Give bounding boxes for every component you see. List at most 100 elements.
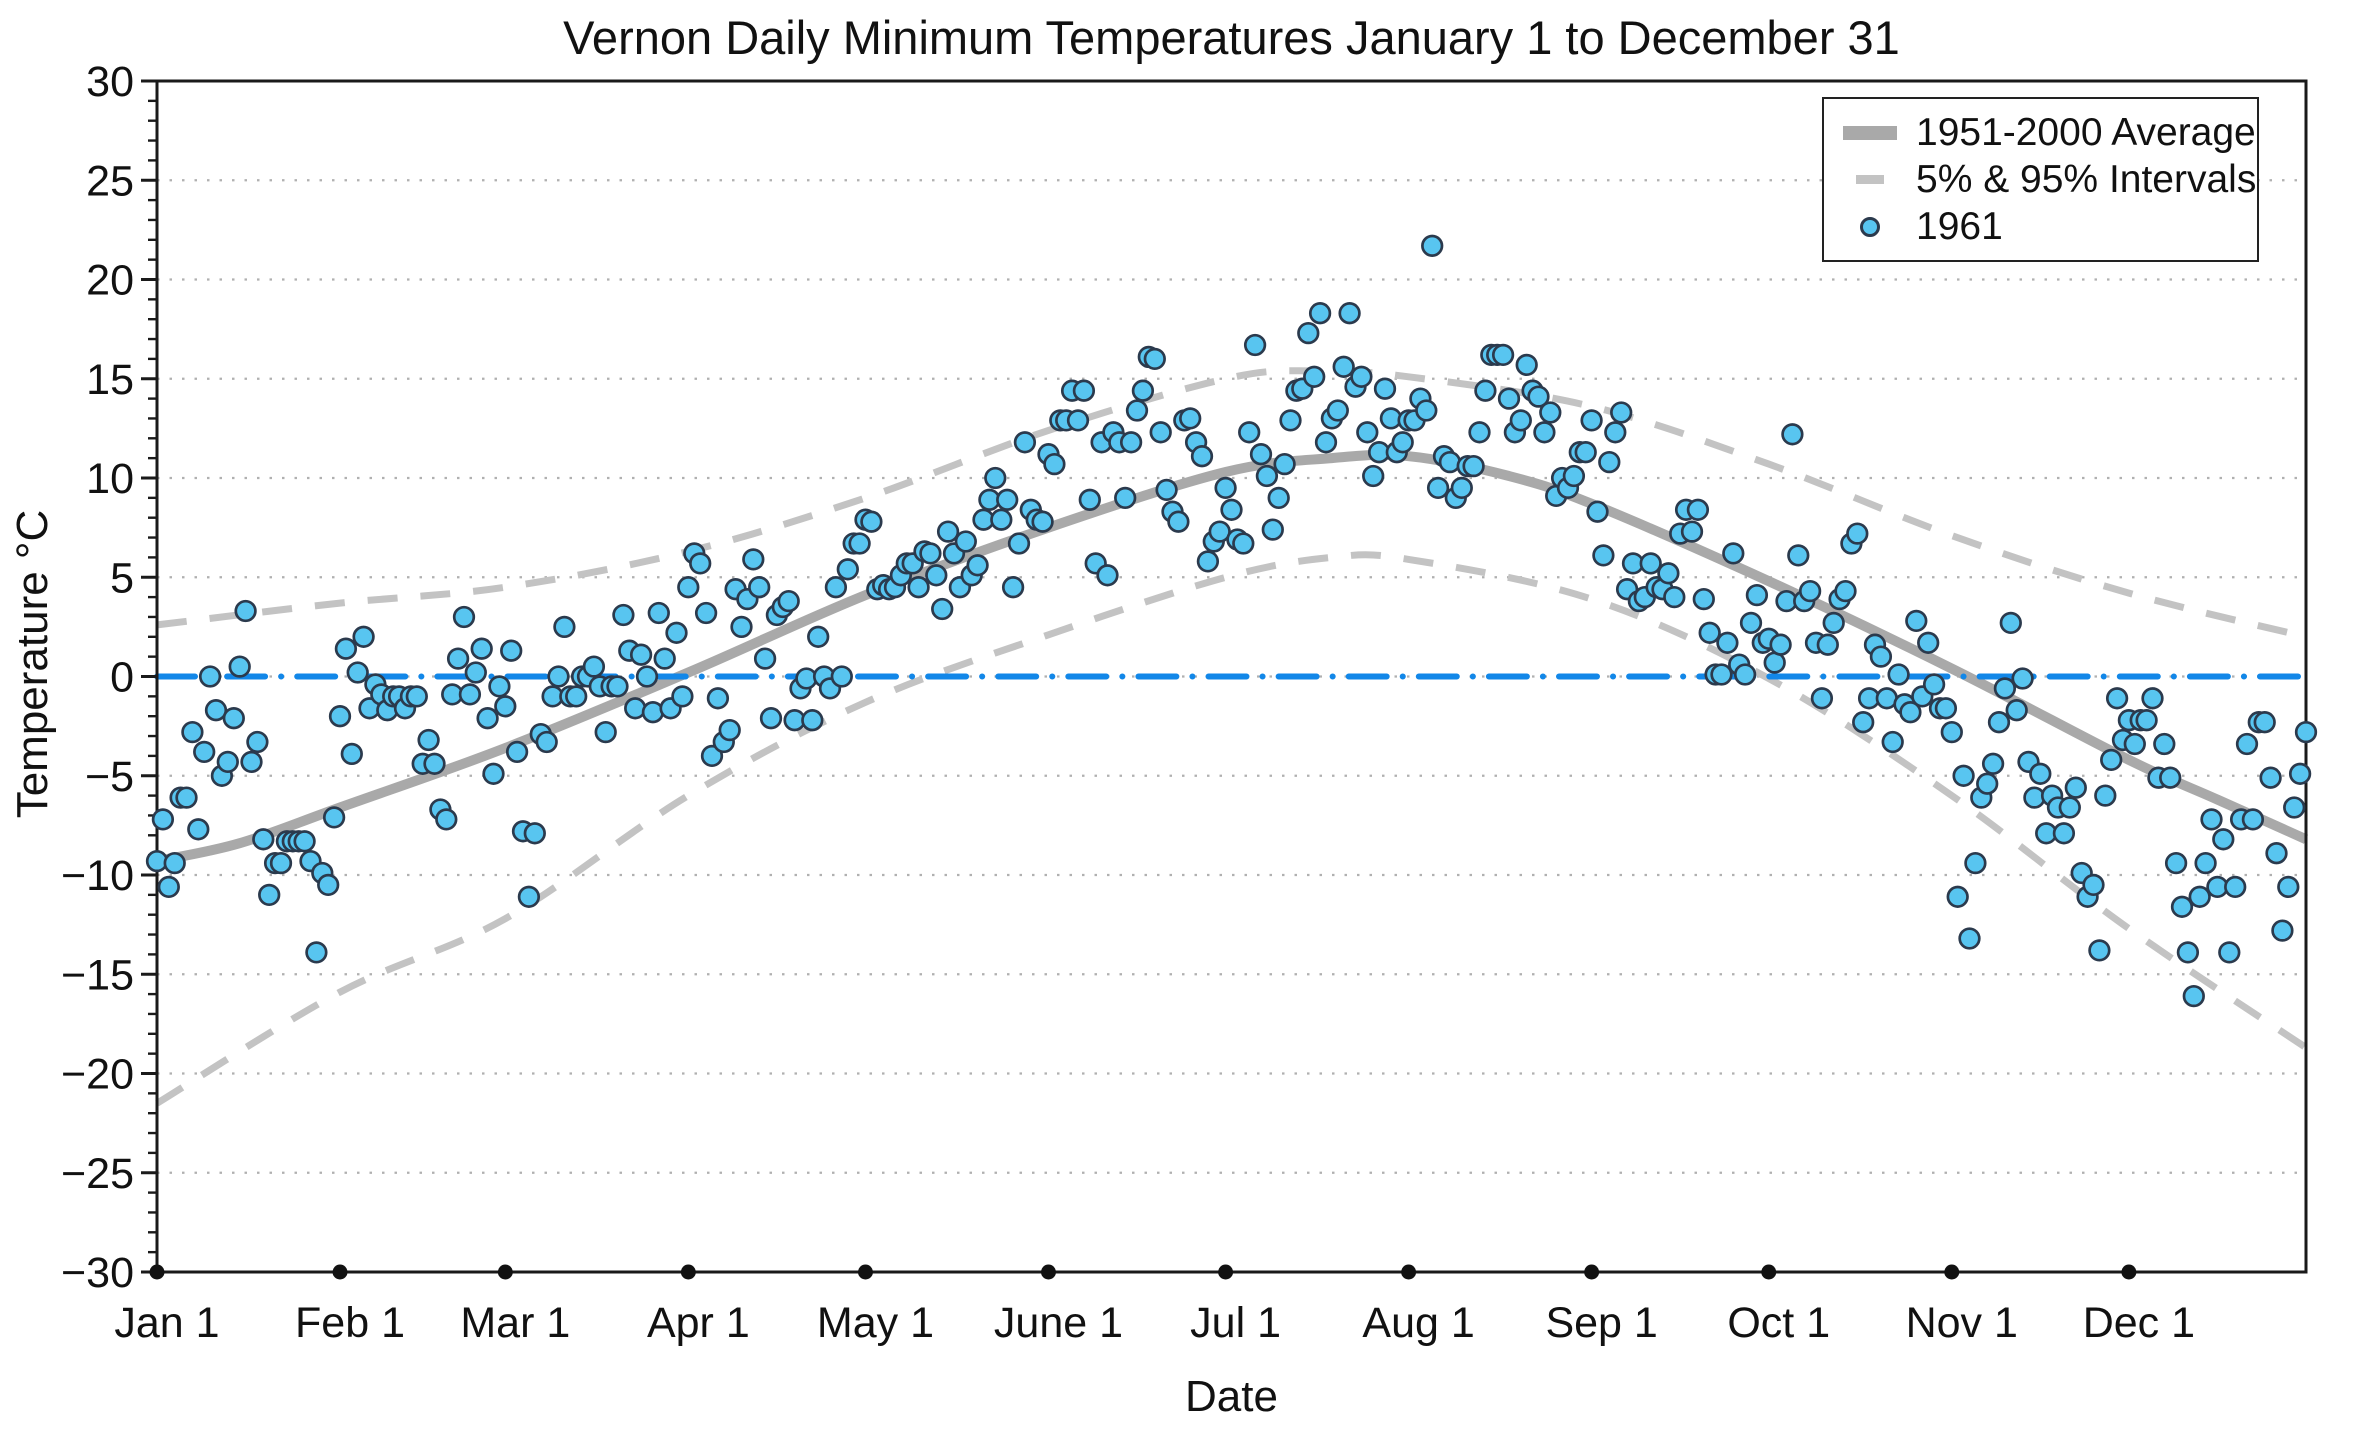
data-point-1961	[748, 576, 771, 599]
data-point-1961	[1114, 486, 1137, 510]
data-point-1961	[1999, 611, 2022, 635]
data-point-1961	[665, 621, 688, 644]
data-point-1961	[706, 687, 730, 710]
data-point-1961	[1852, 711, 1875, 734]
data-point-1961	[860, 510, 883, 533]
y-tick-label: 10	[86, 455, 134, 503]
x-tick-dot	[680, 1264, 696, 1280]
data-point-1961	[2029, 762, 2052, 785]
data-point-1961	[1834, 579, 1857, 603]
data-point-1961	[1497, 387, 1521, 410]
data-point-1961	[523, 822, 546, 845]
data-point-1961	[1745, 583, 1769, 607]
data-point-1961	[1243, 333, 1267, 357]
data-point-1961	[753, 647, 777, 670]
data-point-1961	[488, 675, 511, 698]
data-point-1961	[470, 637, 493, 660]
y-tick-label: −25	[61, 1150, 134, 1198]
data-point-1961	[1733, 663, 1757, 686]
data-point-1961	[1798, 579, 1822, 603]
data-point-1961	[565, 685, 588, 708]
data-point-1961	[777, 589, 800, 613]
data-point-1961	[1604, 421, 1627, 444]
data-point-1961	[1001, 576, 1025, 599]
data-point-1961	[966, 554, 989, 577]
data-point-1961	[2176, 941, 2200, 964]
x-tick-label: June 1	[994, 1299, 1123, 1347]
data-point-1961	[1686, 498, 1710, 521]
x-tick-label: May 1	[817, 1299, 934, 1347]
data-point-1961	[925, 564, 948, 587]
data-point-1961	[653, 647, 676, 670]
data-point-1961	[2058, 796, 2081, 819]
data-point-1961	[1976, 772, 1999, 795]
data-point-1961	[2265, 842, 2288, 865]
data-point-1961	[759, 707, 783, 730]
scatter-marker-swatch-icon	[1860, 216, 1880, 237]
data-point-1961	[2164, 851, 2188, 875]
data-point-1961	[1846, 522, 1869, 545]
data-point-1961	[582, 655, 606, 678]
data-point-1961	[1149, 421, 1172, 444]
data-point-1961	[494, 695, 517, 718]
data-point-1961	[606, 675, 629, 698]
data-point-1961	[193, 740, 216, 764]
data-point-1961	[1592, 544, 1615, 567]
data-point-1961	[1952, 764, 1975, 787]
x-tick-label: Sep 1	[1545, 1299, 1657, 1347]
data-point-1961	[2088, 939, 2111, 962]
series-5-interval	[155, 551, 2308, 1107]
data-point-1961	[505, 740, 529, 764]
data-point-1961	[1143, 347, 1166, 371]
average-line-swatch-icon	[1843, 125, 1897, 140]
data-point-1961	[535, 730, 558, 754]
data-point-1961	[1940, 720, 1963, 744]
x-tick-dot	[1040, 1264, 1056, 1280]
data-point-1961	[1887, 663, 1910, 686]
x-tick-dot	[1944, 1264, 1960, 1280]
data-point-1961	[1031, 510, 1054, 533]
data-point-1961	[1698, 621, 1721, 644]
y-tick-label: −10	[61, 852, 134, 900]
data-point-1961	[1190, 445, 1214, 468]
x-tick-label: Oct 1	[1727, 1299, 1830, 1347]
data-point-1961	[328, 705, 352, 728]
data-point-1961	[1314, 431, 1338, 454]
data-point-1961	[1899, 701, 1922, 724]
legend-row-intervals: 5% & 95% Intervals	[1824, 156, 2257, 203]
x-tick-label: Dec 1	[2083, 1299, 2195, 1347]
data-point-1961	[423, 752, 446, 775]
data-point-1961	[2294, 720, 2318, 744]
data-point-1961	[1657, 562, 1680, 585]
data-point-1961	[175, 786, 198, 809]
data-point-1961	[1934, 697, 1958, 720]
data-point-1961	[1769, 633, 1792, 656]
data-point-1961	[405, 685, 428, 708]
data-point-1961	[1326, 399, 1349, 422]
data-point-1961	[730, 615, 753, 639]
data-point-1961	[322, 806, 346, 829]
x-tick-label: Mar 1	[460, 1299, 570, 1347]
data-point-1961	[1362, 464, 1385, 488]
data-point-1961	[2194, 851, 2217, 875]
y-tick-label: 15	[86, 356, 134, 404]
data-point-1961	[2182, 984, 2205, 1008]
x-tick-label: Aug 1	[1362, 1299, 1474, 1347]
data-point-1961	[1710, 663, 1733, 686]
data-point-1961	[1273, 452, 1296, 476]
y-tick-label: 5	[110, 554, 134, 602]
data-point-1961	[1391, 431, 1414, 454]
data-point-1961	[1350, 365, 1373, 388]
data-point-1961	[1338, 302, 1361, 325]
x-tick-dot	[497, 1264, 513, 1280]
data-point-1961	[1220, 498, 1243, 521]
data-point-1961	[2123, 732, 2146, 756]
data-point-1961	[1822, 611, 1845, 635]
data-point-1961	[2082, 873, 2105, 897]
data-point-1961	[1013, 431, 1037, 454]
data-point-1961	[216, 750, 239, 774]
data-point-1961	[340, 742, 363, 766]
data-point-1961	[1680, 520, 1704, 543]
data-point-1961	[1450, 476, 1473, 500]
y-tick-label: −20	[61, 1051, 134, 1099]
